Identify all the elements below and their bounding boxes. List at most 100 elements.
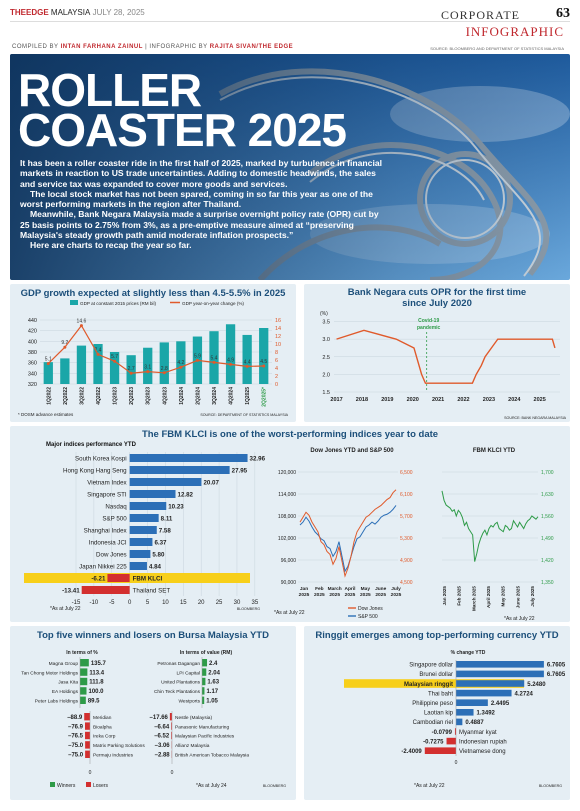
loser-pct-value: –75.0 xyxy=(68,753,84,759)
ringgit-source: BLOOMBERG xyxy=(539,784,562,788)
winner-pct-bar xyxy=(80,696,86,704)
yoy-line xyxy=(47,324,264,374)
rollercoaster-image xyxy=(10,54,570,280)
yoy-data-label: 5.9 xyxy=(194,353,201,359)
index-label: Shanghai Index xyxy=(84,528,128,535)
y-tick-left: 90,000 xyxy=(281,580,297,586)
winner-rm-bar xyxy=(202,668,207,676)
index-label: Indonesia JCI xyxy=(89,540,127,547)
winner-pct-name: Magna Group xyxy=(49,661,79,667)
currency-value: 2.4495 xyxy=(491,701,510,707)
gdp-bar xyxy=(242,334,252,384)
yoy-data-label: 4.4 xyxy=(244,359,251,365)
x-tick: Jan 2025 xyxy=(442,586,447,606)
x-tick: May xyxy=(361,586,371,592)
winner-rm-name: Petronas Dagangan xyxy=(157,661,200,667)
y-tick-right: 4 xyxy=(275,366,278,372)
legend-losers-label: Losers xyxy=(93,783,109,789)
loser-pct-bar xyxy=(85,741,90,749)
loser-pct-name: Permaju Industries xyxy=(93,753,134,759)
x-tick: March xyxy=(328,586,342,592)
x-tick: 2023 xyxy=(483,397,495,403)
gdp-panel: GDP growth expected at slightly less tha… xyxy=(10,284,296,422)
currency-value: 4.2724 xyxy=(515,691,534,697)
index-value: 10.23 xyxy=(168,504,184,511)
index-value: 5.80 xyxy=(152,552,165,559)
x-tick: May 2025 xyxy=(501,586,506,607)
gdp-bar xyxy=(93,344,103,384)
winner-pct-bar xyxy=(80,687,87,695)
bursa-chart: In terms of % In terms of value (RM) Magna… xyxy=(21,650,286,789)
x-tick: 1Q2024 xyxy=(179,387,185,405)
y-tick: 2.0 xyxy=(322,372,330,378)
loser-rm-value: –6.52 xyxy=(154,734,170,740)
hero-intro: It has been a roller coaster ride in the… xyxy=(20,158,382,251)
index-bar xyxy=(129,550,151,558)
loser-rm-name: Allianz Malaysia xyxy=(175,743,210,749)
y-tick-right: 2 xyxy=(275,374,278,380)
x-tick: June xyxy=(375,586,387,592)
legend-gdp-label: GDP at constant 2015 prices (RM bil) xyxy=(80,301,156,306)
gdp-chart: GDP at constant 2015 prices (RM bil) GDP … xyxy=(18,300,289,417)
y-tick-left: 420 xyxy=(28,329,37,335)
indices-chart: -15 -10 -5 0 5 10 15 20 25 30 35 South Korea Kospi 3… xyxy=(24,452,266,612)
yoy-data-label: 2.7 xyxy=(128,366,135,372)
x-tick: 4Q2022 xyxy=(96,387,102,405)
index-label: Japan Nikkei 225 xyxy=(79,564,127,571)
winner-pct-value: 135.7 xyxy=(91,661,107,667)
credits: COMPILED BY INTAN FARHANA ZAINUL | INFOG… xyxy=(12,44,294,50)
x-tick: June 2025 xyxy=(515,586,520,609)
klci-chart: FBM KLCI YTD 1,350 1,420 1,490 1,560 1,630 1,7… xyxy=(441,448,554,622)
loser-pct-bar xyxy=(85,722,90,730)
y-tick: 1,350 xyxy=(541,580,554,586)
index-label: FBM KLCI xyxy=(133,576,163,583)
x-tick: -15 xyxy=(72,600,81,606)
y-tick: 1,700 xyxy=(541,470,554,476)
indices-subtitle: Major indices performance YTD xyxy=(46,442,136,448)
yoy-data-label: 4.5 xyxy=(260,359,267,365)
currency-value: -2.4009 xyxy=(401,749,422,755)
y-tick-right: 5,700 xyxy=(400,514,413,520)
opr-panel: Bank Negara cuts OPR for the first time … xyxy=(304,284,570,422)
winner-pct-name: Peter Labs Holdings xyxy=(35,699,79,705)
winner-rm-name: United Plantations xyxy=(161,680,201,686)
index-value: -13.41 xyxy=(62,588,80,595)
x-tick: 35 xyxy=(252,600,259,606)
index-value: 12.82 xyxy=(178,492,194,499)
yoy-point xyxy=(229,362,233,366)
gdp-bar xyxy=(43,362,53,384)
x-tick-zero: 0 xyxy=(89,770,92,776)
x-tick: 2025 xyxy=(345,592,356,598)
currency-label: Thai baht xyxy=(428,691,453,697)
currency-bar xyxy=(424,747,456,754)
gdp-title: GDP growth expected at slightly less tha… xyxy=(20,288,286,299)
index-value: 8.11 xyxy=(161,516,173,523)
index-label: South Korea Kospi xyxy=(75,456,127,463)
x-tick: 2024 xyxy=(508,397,521,403)
gdp-bar xyxy=(225,324,236,384)
covid-annotation-2: pandemic xyxy=(417,325,441,331)
yoy-point xyxy=(63,345,67,349)
x-tick: 10 xyxy=(162,600,169,606)
y-tick: 3.5 xyxy=(322,320,330,326)
ringgit-note: *As at July 22 xyxy=(414,783,445,789)
currency-label: Philippine peso xyxy=(412,701,453,707)
opr-ylabel: (%) xyxy=(320,311,328,317)
loser-rm-value: –3.06 xyxy=(155,743,171,749)
legend-dow-label: Dow Jones xyxy=(358,606,383,612)
winner-pct-bar xyxy=(80,659,89,667)
x-tick: 1Q2023 xyxy=(113,387,119,405)
winner-pct-value: 111.8 xyxy=(89,680,104,686)
winner-rm-name: LPI Capital xyxy=(177,670,200,676)
currency-bar xyxy=(446,737,456,745)
x-tick: 2025 xyxy=(360,592,371,598)
y-tick: 1,560 xyxy=(541,514,554,520)
yoy-point xyxy=(195,358,199,362)
yoy-point xyxy=(262,364,266,368)
y-tick: 1,420 xyxy=(541,558,554,564)
index-label: Hong Kong Hang Seng xyxy=(63,468,127,475)
y-tick-right: 4,900 xyxy=(400,558,413,564)
page-number: 63 xyxy=(556,6,570,21)
y-tick: 2.5 xyxy=(322,355,330,361)
gdp-source: SOURCE: DEPARTMENT OF STATISTICS MALAYSI… xyxy=(200,413,288,417)
